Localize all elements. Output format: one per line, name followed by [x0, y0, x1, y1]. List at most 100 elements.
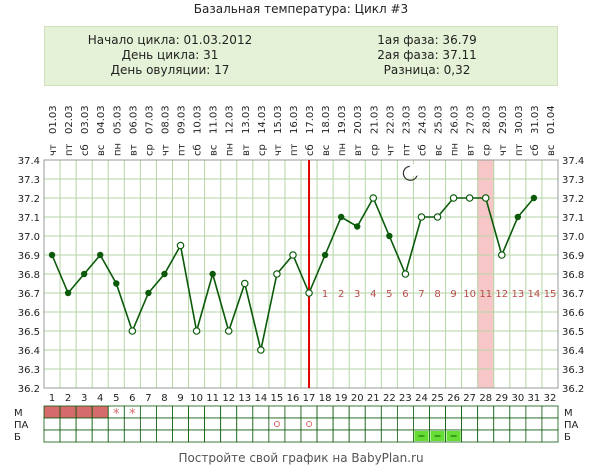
table-cell: [204, 429, 222, 443]
date-label: 01.04: [546, 105, 557, 134]
date-label: 13.03: [241, 105, 252, 134]
temperature-point: [497, 251, 506, 259]
weekday-label: вт: [241, 144, 252, 156]
table-cell: [59, 429, 77, 443]
table-cell: [252, 429, 270, 443]
date-label: 02.03: [64, 105, 75, 134]
table-cell: [156, 405, 173, 419]
weekday-label: вс: [321, 145, 332, 156]
table-cell: [396, 429, 414, 443]
luteal-day-label: 9: [450, 289, 456, 300]
temperature-point: [433, 213, 442, 221]
weekday-label: сб: [530, 144, 541, 156]
date-label: 18.03: [321, 105, 332, 134]
table-cell: [509, 429, 527, 443]
table-cell: [75, 405, 93, 419]
temperature-point: [514, 213, 522, 221]
y-tick-label-right: 37.2: [562, 194, 584, 205]
luteal-day-label: 4: [370, 289, 376, 300]
date-label: 11.03: [209, 105, 220, 134]
temperature-point: [257, 346, 265, 354]
summary-left: Начало цикла: 01.03.2012 День цикла: 31 …: [45, 33, 295, 78]
table-cell: [188, 429, 206, 443]
table-cell: [525, 417, 543, 431]
date-label: 20.03: [353, 105, 364, 134]
weekday-label: вс: [434, 145, 445, 156]
temperature-point: [289, 251, 297, 259]
y-tick-label-left: 36.3: [18, 365, 40, 376]
footer-link[interactable]: Постройте свой график на BabyPlan.ru: [178, 451, 424, 465]
y-tick-label-right: 36.2: [562, 384, 584, 395]
table-cell: [204, 417, 222, 431]
y-tick-label-left: 37.4: [18, 156, 40, 167]
difference: Разница: 0,32: [383, 63, 471, 77]
day-number: 24: [415, 393, 428, 404]
day-number: 14: [254, 393, 267, 404]
plot-frame: [43, 159, 559, 389]
table-cell: [300, 417, 318, 431]
day-number: 19: [335, 393, 348, 404]
table-cell: [252, 405, 270, 419]
temperature-point: [273, 270, 281, 278]
table-cell: [461, 429, 479, 443]
weekday-label: пн: [337, 143, 348, 156]
table-cell: [316, 405, 334, 419]
star-icon: *: [129, 407, 136, 422]
date-label: 26.03: [450, 105, 461, 134]
table-cell: [348, 405, 366, 419]
day-number: 22: [383, 393, 396, 404]
day-number: 13: [238, 393, 251, 404]
table-cell: [396, 417, 414, 431]
luteal-day-label: 15: [544, 289, 557, 300]
date-label: 23.03: [401, 105, 412, 134]
temperature-point: [224, 327, 233, 335]
luteal-day-label: 13: [511, 289, 524, 300]
table-cell: [364, 417, 382, 431]
day-number: 3: [81, 393, 87, 404]
day-number: 11: [206, 393, 219, 404]
day-number: 9: [177, 393, 183, 404]
table-cell: [493, 405, 511, 419]
table-cell: [316, 417, 334, 431]
day-number: 7: [145, 393, 151, 404]
date-label: 07.03: [144, 105, 155, 134]
cycle-start: Начало цикла: 01.03.2012: [87, 33, 253, 47]
table-cell: [156, 417, 173, 431]
temperature-point: [305, 289, 313, 297]
table-cell: [188, 405, 206, 419]
date-label: 06.03: [128, 105, 139, 134]
table-cell: [172, 417, 189, 431]
table-cell: [477, 405, 495, 419]
date-label: 22.03: [385, 105, 396, 134]
y-tick-label-left: 36.5: [18, 327, 40, 338]
table-cell: [413, 417, 430, 431]
date-label: 16.03: [289, 105, 300, 134]
y-tick-label-left: 36.8: [18, 270, 40, 281]
table-cell: [43, 429, 61, 443]
table-cell: [139, 417, 157, 431]
weekday-label: вс: [209, 145, 220, 156]
table-cell: [268, 405, 286, 419]
date-label: 12.03: [225, 105, 236, 134]
table-cell: [284, 405, 302, 419]
table-cell: [91, 405, 109, 419]
temperature-point: [481, 194, 490, 202]
weekday-label: ср: [144, 144, 155, 156]
y-tick-label-left: 37.2: [18, 194, 40, 205]
table-cell: [268, 429, 286, 443]
table-cell: [332, 429, 350, 443]
date-label: 08.03: [160, 105, 171, 134]
day-number: 26: [447, 393, 460, 404]
table-cell: [91, 417, 109, 431]
weekday-label: пт: [514, 143, 525, 156]
day-number: 10: [190, 393, 203, 404]
day-number: 21: [367, 393, 380, 404]
table-cell: [284, 417, 302, 431]
temperature-point: [97, 251, 104, 259]
day-number: 27: [463, 393, 476, 404]
day-number: 23: [399, 393, 412, 404]
phase-2: 2ая фаза: 37.11: [377, 48, 477, 62]
temperature-point: [80, 270, 88, 278]
date-label: 29.03: [498, 105, 509, 134]
weekday-label: ср: [369, 144, 380, 156]
